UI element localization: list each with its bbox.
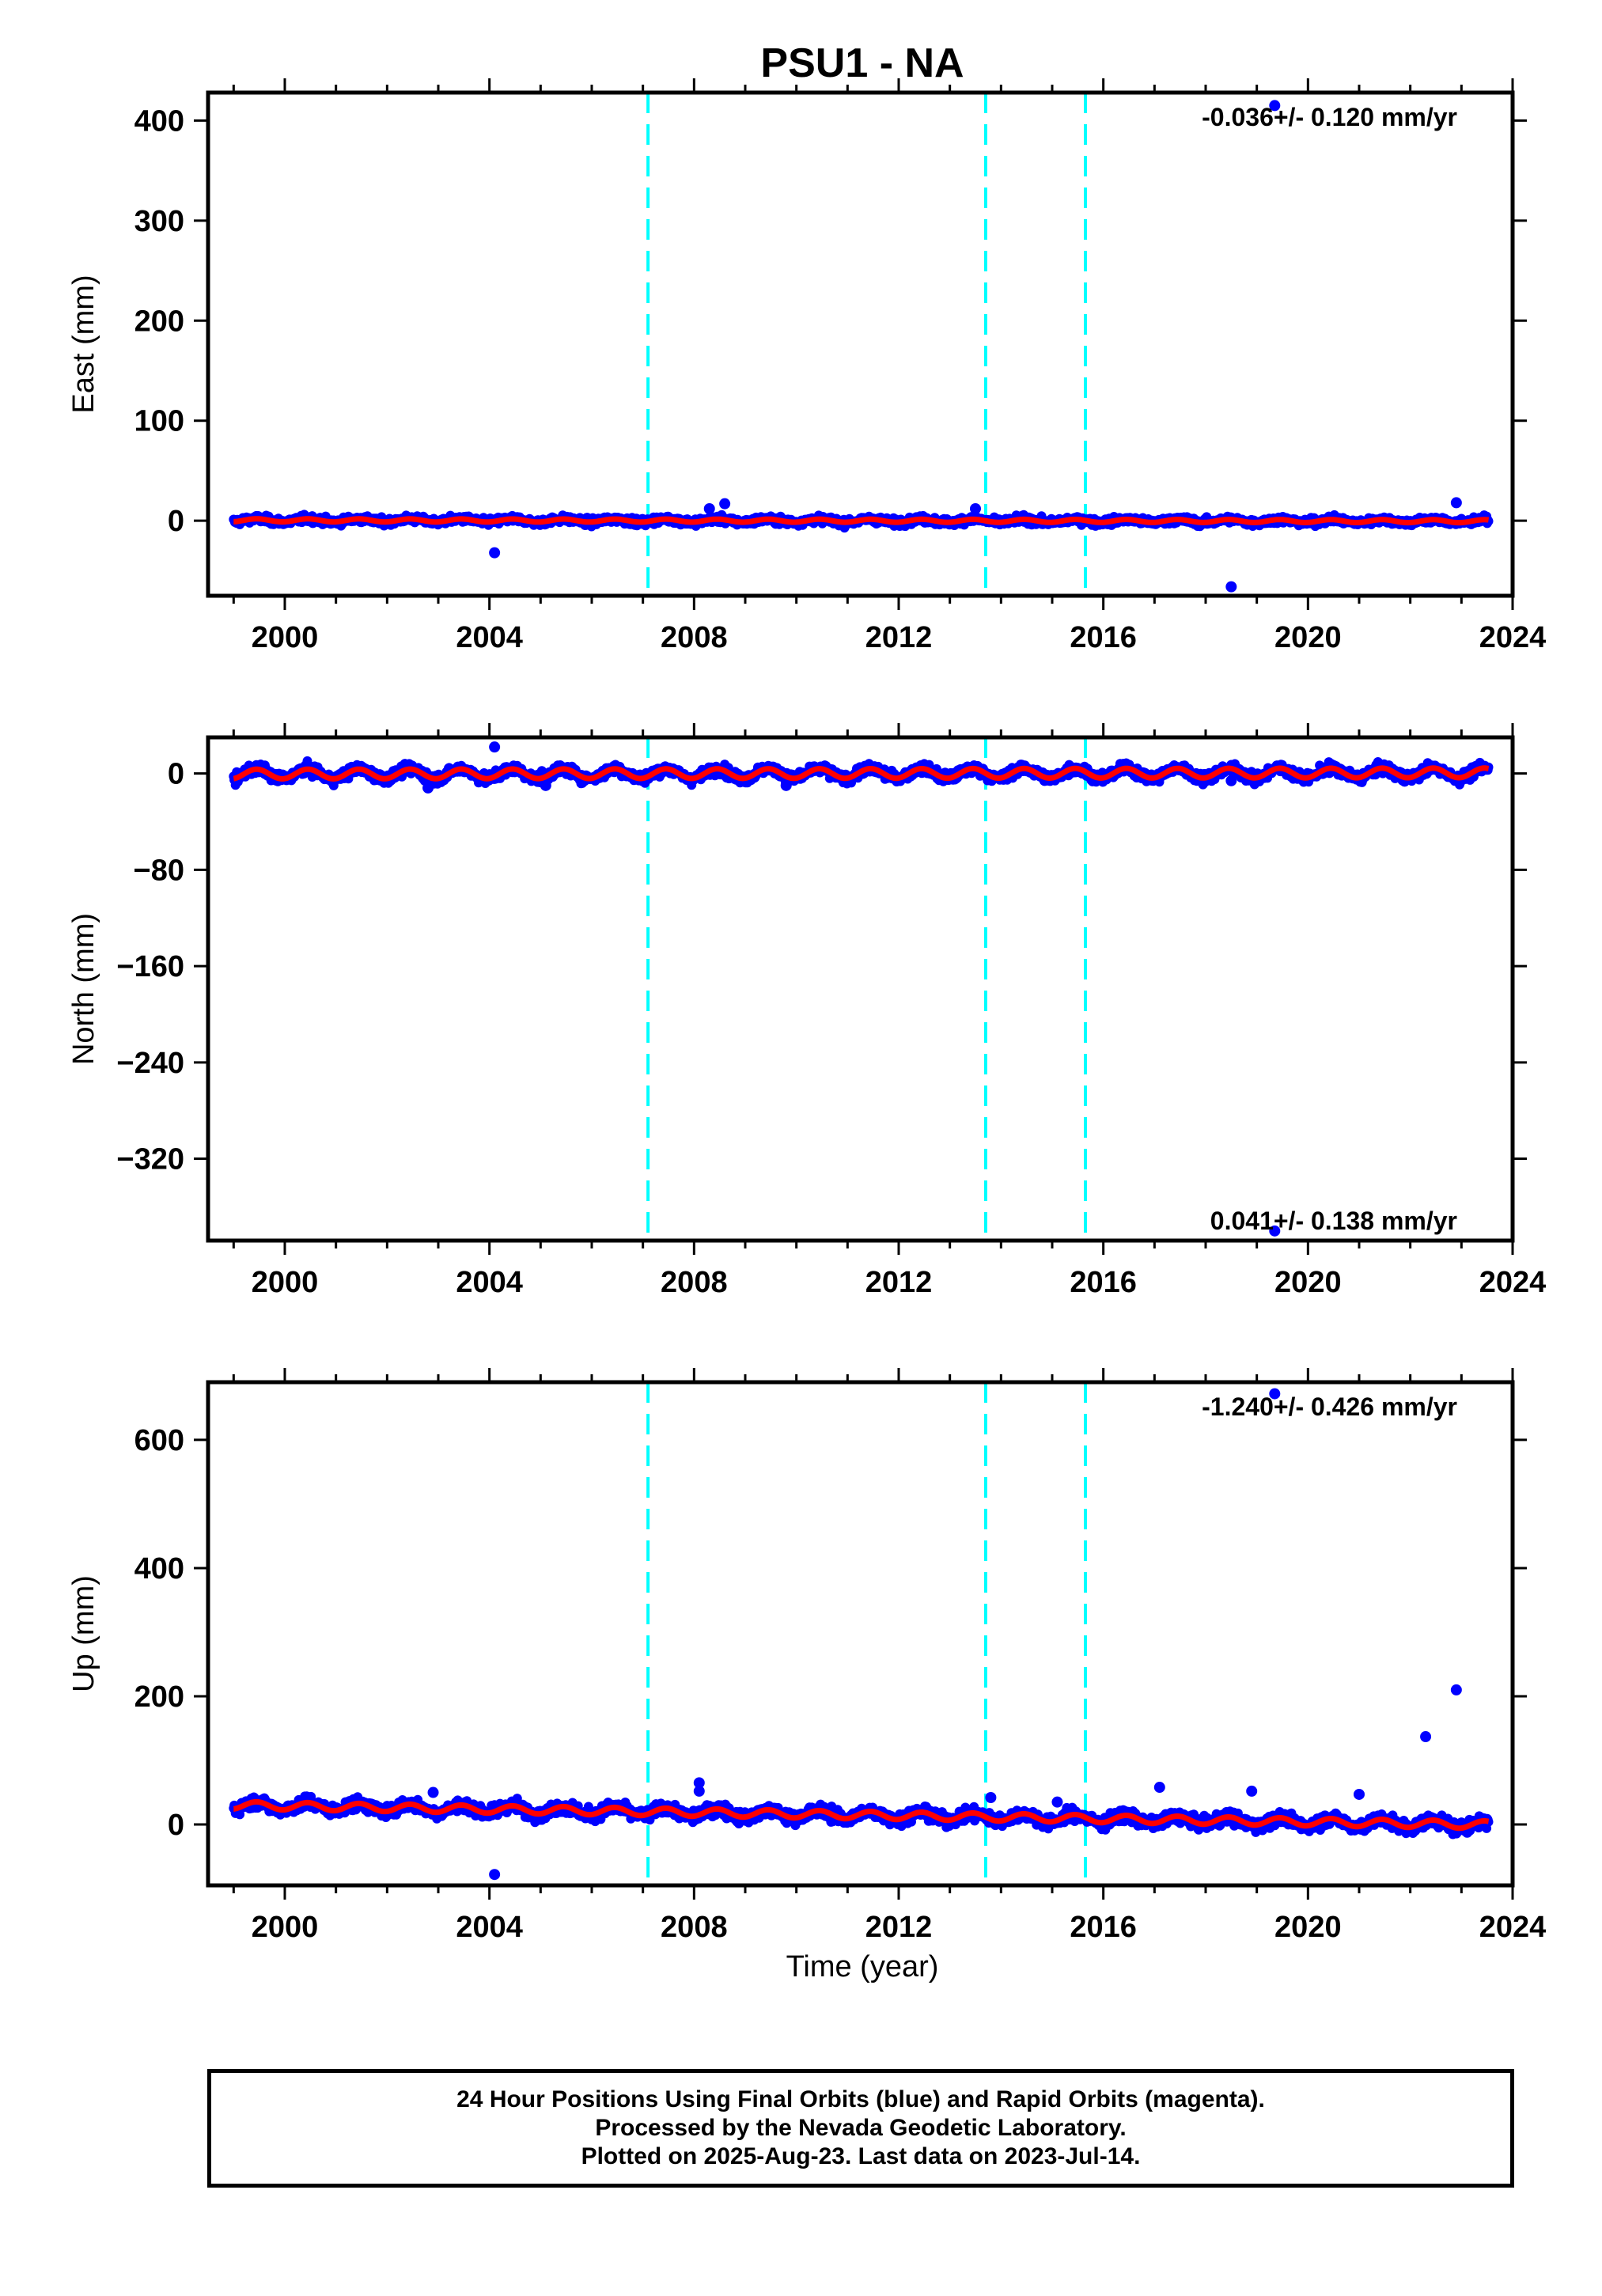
outlier-point xyxy=(489,741,501,753)
x-tick-label: 2020 xyxy=(1274,1266,1342,1299)
figure-title: PSU1 - NA xyxy=(760,40,964,86)
x-tick-label: 2004 xyxy=(456,621,523,654)
outlier-point xyxy=(540,779,551,791)
outlier-point xyxy=(1225,775,1237,786)
data-layer xyxy=(229,93,1494,596)
x-tick-label: 2004 xyxy=(456,1266,523,1299)
x-tick-label: 2008 xyxy=(661,1266,728,1299)
y-axis-label: North (mm) xyxy=(67,913,100,1065)
panel-up: Up (mm) 0 200 400 600 2000 2004 2008 2012 2016 202… xyxy=(67,1368,1546,1944)
y-tick-label: −160 xyxy=(116,950,184,983)
outlier-point xyxy=(719,498,731,510)
x-tick-label: 2024 xyxy=(1479,1911,1547,1944)
x-tick-label: 2016 xyxy=(1070,621,1137,654)
y-tick-label: −240 xyxy=(116,1047,184,1080)
outlier-point xyxy=(1450,497,1462,509)
y-tick-label: 200 xyxy=(134,1680,184,1714)
data-layer xyxy=(229,737,1494,1241)
x-tick-label: 2012 xyxy=(865,621,933,654)
outlier-point xyxy=(970,502,981,514)
x-tick-label: 2012 xyxy=(865,1911,933,1944)
panel-east: East (mm) 0 100 200 300 400 2000 2004 2008 2012 20… xyxy=(67,78,1546,654)
y-tick-label: −80 xyxy=(134,854,184,887)
data-layer xyxy=(229,1382,1494,1885)
y-tick-label: 0 xyxy=(168,505,184,538)
x-tick-label: 2004 xyxy=(456,1911,523,1944)
x-tick-label: 2000 xyxy=(252,1911,319,1944)
outlier-point xyxy=(703,502,715,514)
velocity-rate-label: -0.036+/- 0.120 mm/yr xyxy=(1202,103,1457,131)
outlier-point xyxy=(1225,581,1237,593)
y-tick-label: 600 xyxy=(134,1424,184,1457)
y-tick-label: 200 xyxy=(134,305,184,338)
x-tick-label: 2016 xyxy=(1070,1266,1137,1299)
outlier-point xyxy=(489,547,501,559)
x-tick-label: 2020 xyxy=(1274,621,1342,654)
velocity-rate-label: 0.041+/- 0.138 mm/yr xyxy=(1210,1207,1457,1235)
outlier-point xyxy=(780,779,792,791)
x-tick-label: 2012 xyxy=(865,1266,933,1299)
x-tick-label: 2008 xyxy=(661,1911,728,1944)
y-tick-label: 0 xyxy=(168,758,184,791)
x-tick-label: 2016 xyxy=(1070,1911,1137,1944)
x-tick-label: 2024 xyxy=(1479,1266,1547,1299)
x-tick-label: 2020 xyxy=(1274,1911,1342,1944)
x-tick-label: 2008 xyxy=(661,621,728,654)
y-axis-label: East (mm) xyxy=(67,275,100,413)
panel-north: North (mm) 0 −80 −160 −240 −320 2000 2004 2008 20… xyxy=(67,723,1546,1299)
outlier-point xyxy=(422,782,434,794)
y-tick-label: 0 xyxy=(168,1809,184,1842)
x-tick-label: 2000 xyxy=(252,1266,319,1299)
y-tick-label: 300 xyxy=(134,205,184,238)
y-tick-label: 400 xyxy=(134,1552,184,1586)
y-axis-label: Up (mm) xyxy=(67,1575,100,1692)
panel-frame xyxy=(206,735,1515,1243)
y-tick-label: −320 xyxy=(116,1143,184,1176)
x-tick-label: 2024 xyxy=(1479,621,1547,654)
x-tick-label: 2000 xyxy=(252,621,319,654)
y-tick-label: 400 xyxy=(134,104,184,138)
y-tick-label: 100 xyxy=(134,405,184,438)
